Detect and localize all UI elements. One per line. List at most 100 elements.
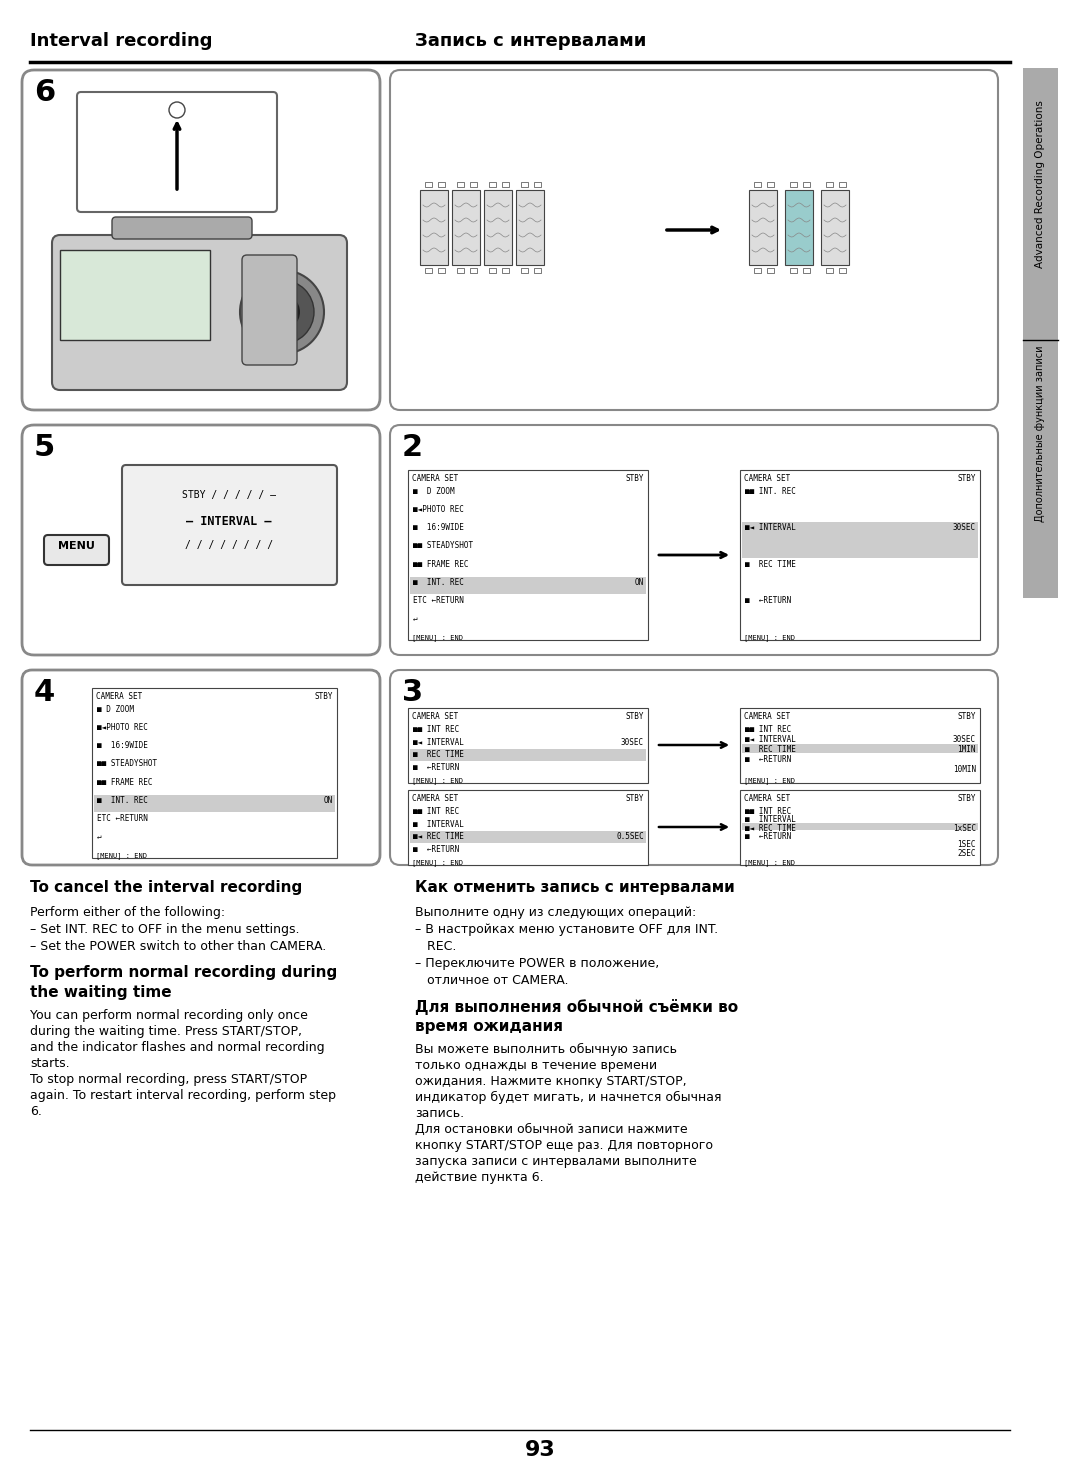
FancyBboxPatch shape: [22, 425, 380, 656]
Text: Perform either of the following:: Perform either of the following:: [30, 906, 225, 919]
Text: STBY / / / / / –: STBY / / / / / –: [183, 490, 276, 500]
Text: STBY: STBY: [314, 692, 333, 701]
Text: 6: 6: [33, 78, 55, 107]
Bar: [750, 190, 777, 265]
Text: [MENU] : END: [MENU] : END: [96, 853, 147, 858]
Text: 10MIN: 10MIN: [953, 764, 976, 775]
Text: ■■ FRAME REC: ■■ FRAME REC: [97, 778, 152, 786]
Bar: [408, 789, 648, 864]
Text: [MENU] : END: [MENU] : END: [411, 778, 463, 784]
FancyBboxPatch shape: [52, 235, 347, 390]
Text: ■■ STEADYSHOT: ■■ STEADYSHOT: [413, 541, 473, 550]
Text: [MENU] : END: [MENU] : END: [744, 858, 795, 866]
Text: Вы можете выполнить обычную запись: Вы можете выполнить обычную запись: [415, 1044, 677, 1055]
Text: кнопку START/STOP еще раз. Для повторного: кнопку START/STOP еще раз. Для повторног…: [415, 1139, 713, 1152]
Text: 5: 5: [33, 434, 55, 462]
FancyBboxPatch shape: [122, 465, 337, 585]
Text: 30SEC: 30SEC: [953, 735, 976, 744]
Text: [MENU] : END: [MENU] : END: [411, 634, 463, 641]
Text: ■  INTERVAL: ■ INTERVAL: [745, 816, 796, 825]
Text: ETC ←RETURN: ETC ←RETURN: [413, 595, 464, 604]
Text: STBY: STBY: [958, 711, 976, 720]
Text: 0.5SEC: 0.5SEC: [617, 832, 644, 841]
Text: CAMERA SET: CAMERA SET: [744, 473, 791, 484]
Text: ■  D ZOOM: ■ D ZOOM: [413, 487, 455, 495]
Circle shape: [264, 294, 300, 329]
Bar: [410, 750, 646, 760]
Text: ■◄PHOTO REC: ■◄PHOTO REC: [97, 723, 148, 732]
Text: Advanced Recording Operations: Advanced Recording Operations: [1035, 100, 1045, 268]
Bar: [521, 268, 528, 273]
Text: ■  16:9WIDE: ■ 16:9WIDE: [413, 523, 464, 532]
Text: ↵: ↵: [97, 832, 102, 841]
Bar: [502, 182, 509, 187]
Text: ON: ON: [635, 578, 644, 587]
Text: ■  ←RETURN: ■ ←RETURN: [745, 832, 792, 841]
Text: Запись с интервалами: Запись с интервалами: [415, 32, 646, 50]
Text: ■■ INT REC: ■■ INT REC: [413, 807, 459, 816]
Text: ■  REC TIME: ■ REC TIME: [745, 745, 796, 754]
Text: – Set the POWER switch to other than CAMERA.: – Set the POWER switch to other than CAM…: [30, 939, 326, 953]
Text: ■  ←RETURN: ■ ←RETURN: [413, 844, 459, 854]
Bar: [839, 268, 846, 273]
Text: STBY: STBY: [625, 794, 644, 803]
Text: только однажды в течение времени: только однажды в течение времени: [415, 1058, 657, 1072]
Text: ■  ←RETURN: ■ ←RETURN: [745, 595, 792, 604]
Text: [MENU] : END: [MENU] : END: [744, 634, 795, 641]
Text: ■■ FRAME REC: ■■ FRAME REC: [413, 560, 469, 569]
Text: again. To restart interval recording, perform step: again. To restart interval recording, pe…: [30, 1089, 336, 1102]
Text: индикатор будет мигать, и начнется обычная: индикатор будет мигать, и начнется обычн…: [415, 1091, 721, 1104]
Text: – Переключите POWER в положение,: – Переключите POWER в положение,: [415, 957, 659, 970]
Text: ■◄ INTERVAL: ■◄ INTERVAL: [745, 735, 796, 744]
Text: You can perform normal recording only once: You can perform normal recording only on…: [30, 1008, 308, 1022]
Bar: [410, 576, 646, 594]
Bar: [740, 709, 980, 784]
FancyBboxPatch shape: [112, 218, 252, 240]
Text: – Set INT. REC to OFF in the menu settings.: – Set INT. REC to OFF in the menu settin…: [30, 923, 299, 936]
Bar: [489, 268, 496, 273]
Bar: [410, 831, 646, 842]
Bar: [457, 268, 464, 273]
Bar: [516, 190, 544, 265]
Text: запуска записи с интервалами выполните: запуска записи с интервалами выполните: [415, 1155, 697, 1169]
Text: Дополнительные функции записи: Дополнительные функции записи: [1035, 345, 1045, 522]
Bar: [470, 268, 477, 273]
Bar: [408, 709, 648, 784]
Text: ■■ INT REC: ■■ INT REC: [745, 807, 792, 816]
Text: ■■ INT. REC: ■■ INT. REC: [745, 487, 796, 495]
Bar: [742, 823, 978, 831]
Text: Выполните одну из следующих операций:: Выполните одну из следующих операций:: [415, 906, 697, 919]
Text: ■  REC TIME: ■ REC TIME: [745, 560, 796, 569]
Bar: [1023, 68, 1058, 598]
Text: To stop normal recording, press START/STOP: To stop normal recording, press START/ST…: [30, 1073, 307, 1086]
Text: [MENU] : END: [MENU] : END: [744, 778, 795, 784]
Text: время ожидания: время ожидания: [415, 1019, 563, 1033]
Text: STBY: STBY: [958, 794, 976, 803]
Bar: [534, 182, 541, 187]
Text: CAMERA SET: CAMERA SET: [744, 711, 791, 720]
Text: ■■ INT REC: ■■ INT REC: [413, 725, 459, 734]
Text: ■  ←RETURN: ■ ←RETURN: [413, 763, 459, 772]
Text: [MENU] : END: [MENU] : END: [411, 858, 463, 866]
Bar: [740, 789, 980, 864]
Bar: [502, 268, 509, 273]
Bar: [489, 182, 496, 187]
Bar: [785, 190, 813, 265]
FancyBboxPatch shape: [390, 71, 998, 410]
Text: To cancel the interval recording: To cancel the interval recording: [30, 881, 302, 895]
FancyBboxPatch shape: [242, 254, 297, 365]
Text: the waiting time: the waiting time: [30, 985, 172, 1000]
Bar: [408, 470, 648, 639]
Text: ■◄ REC TIME: ■◄ REC TIME: [413, 832, 464, 841]
Bar: [839, 182, 846, 187]
Text: CAMERA SET: CAMERA SET: [411, 473, 458, 484]
Text: действие пункта 6.: действие пункта 6.: [415, 1172, 543, 1183]
Bar: [754, 182, 761, 187]
Text: – В настройках меню установите OFF для INT.: – В настройках меню установите OFF для I…: [415, 923, 718, 936]
Text: CAMERA SET: CAMERA SET: [96, 692, 143, 701]
Text: ETC ←RETURN: ETC ←RETURN: [97, 814, 148, 823]
Bar: [767, 268, 774, 273]
Circle shape: [240, 270, 324, 354]
Circle shape: [249, 279, 314, 344]
Text: 1MIN: 1MIN: [958, 745, 976, 754]
